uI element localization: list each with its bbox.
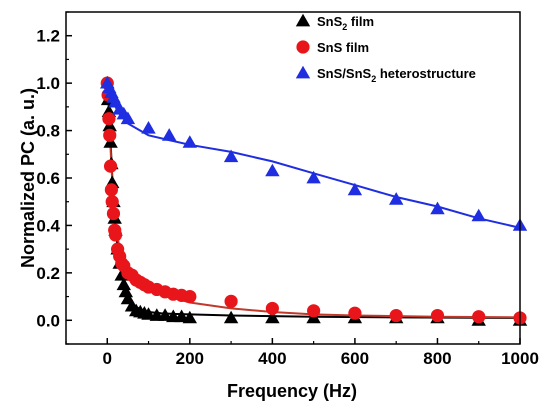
- point-series-3: [306, 170, 321, 184]
- point-series-2: [265, 301, 279, 316]
- legend-label-2: SnS film: [317, 40, 369, 55]
- x-tick-label: 400: [258, 349, 286, 368]
- y-tick-label: 1.0: [36, 74, 60, 93]
- legend-marker-2: [296, 40, 310, 54]
- legend-label-1: SnS2 film: [317, 14, 374, 32]
- point-series-2: [224, 294, 238, 308]
- point-series-2: [472, 310, 486, 324]
- fit-curve-series-3: [106, 82, 521, 229]
- point-series-2: [103, 159, 118, 173]
- point-series-2: [389, 308, 403, 323]
- x-tick-label: 800: [423, 349, 451, 368]
- point-series-3: [182, 135, 197, 148]
- point-series-3: [162, 128, 177, 141]
- point-series-3: [141, 121, 156, 134]
- x-tick-label: 600: [341, 349, 369, 368]
- point-series-3: [120, 111, 136, 125]
- axis-ticks: 0 200 400 600 800 1000 0.0 0.2 0.4 0.6 0.8 1.0 1.2: [36, 11, 539, 368]
- y-tick-label: 0.8: [36, 122, 60, 141]
- point-series-2: [105, 195, 119, 209]
- legend-marker-3: [295, 65, 311, 79]
- legend-marker-1: [295, 13, 311, 27]
- x-tick-label: 0: [103, 349, 112, 368]
- x-tick-label: 1000: [501, 349, 539, 368]
- y-axis-title: Normalized PC (a. u.): [18, 88, 38, 268]
- legend: SnS2 film SnS film SnS/SnS2 heterostructur…: [295, 13, 476, 84]
- point-series-1: [223, 310, 239, 324]
- fit-curve-series-2: [106, 83, 521, 319]
- point-series-2: [348, 306, 362, 320]
- point-series-1: [116, 277, 131, 291]
- y-tick-label: 0.4: [36, 216, 60, 235]
- point-series-2: [108, 228, 123, 242]
- point-series-1: [182, 310, 197, 324]
- point-series-2: [430, 308, 445, 323]
- point-series-2: [106, 206, 121, 221]
- point-series-3: [389, 192, 404, 205]
- point-series-2: [103, 128, 117, 142]
- point-series-3: [430, 201, 445, 215]
- x-tick-label: 200: [176, 349, 204, 368]
- point-series-2: [183, 289, 197, 304]
- fit-curves: [106, 82, 521, 319]
- point-series-2: [102, 112, 116, 126]
- y-tick-label: 0.2: [36, 264, 60, 283]
- point-series-1: [265, 310, 280, 324]
- point-series-1: [118, 284, 133, 298]
- plot-frame: [65, 11, 521, 345]
- point-series-3: [347, 182, 363, 196]
- point-series-3: [471, 208, 486, 222]
- y-tick-label: 0.0: [36, 311, 60, 330]
- point-series-2: [104, 183, 118, 197]
- point-series-3: [265, 163, 280, 177]
- x-axis-title: Frequency (Hz): [227, 381, 357, 401]
- point-series-2: [307, 304, 321, 318]
- fit-curve-series-1: [106, 83, 521, 319]
- data-points: [100, 75, 528, 326]
- point-series-3: [223, 149, 239, 163]
- legend-label-3: SnS/SnS2 heterostructure: [317, 66, 476, 84]
- y-tick-label: 0.6: [36, 169, 60, 188]
- y-tick-label: 1.2: [36, 27, 60, 46]
